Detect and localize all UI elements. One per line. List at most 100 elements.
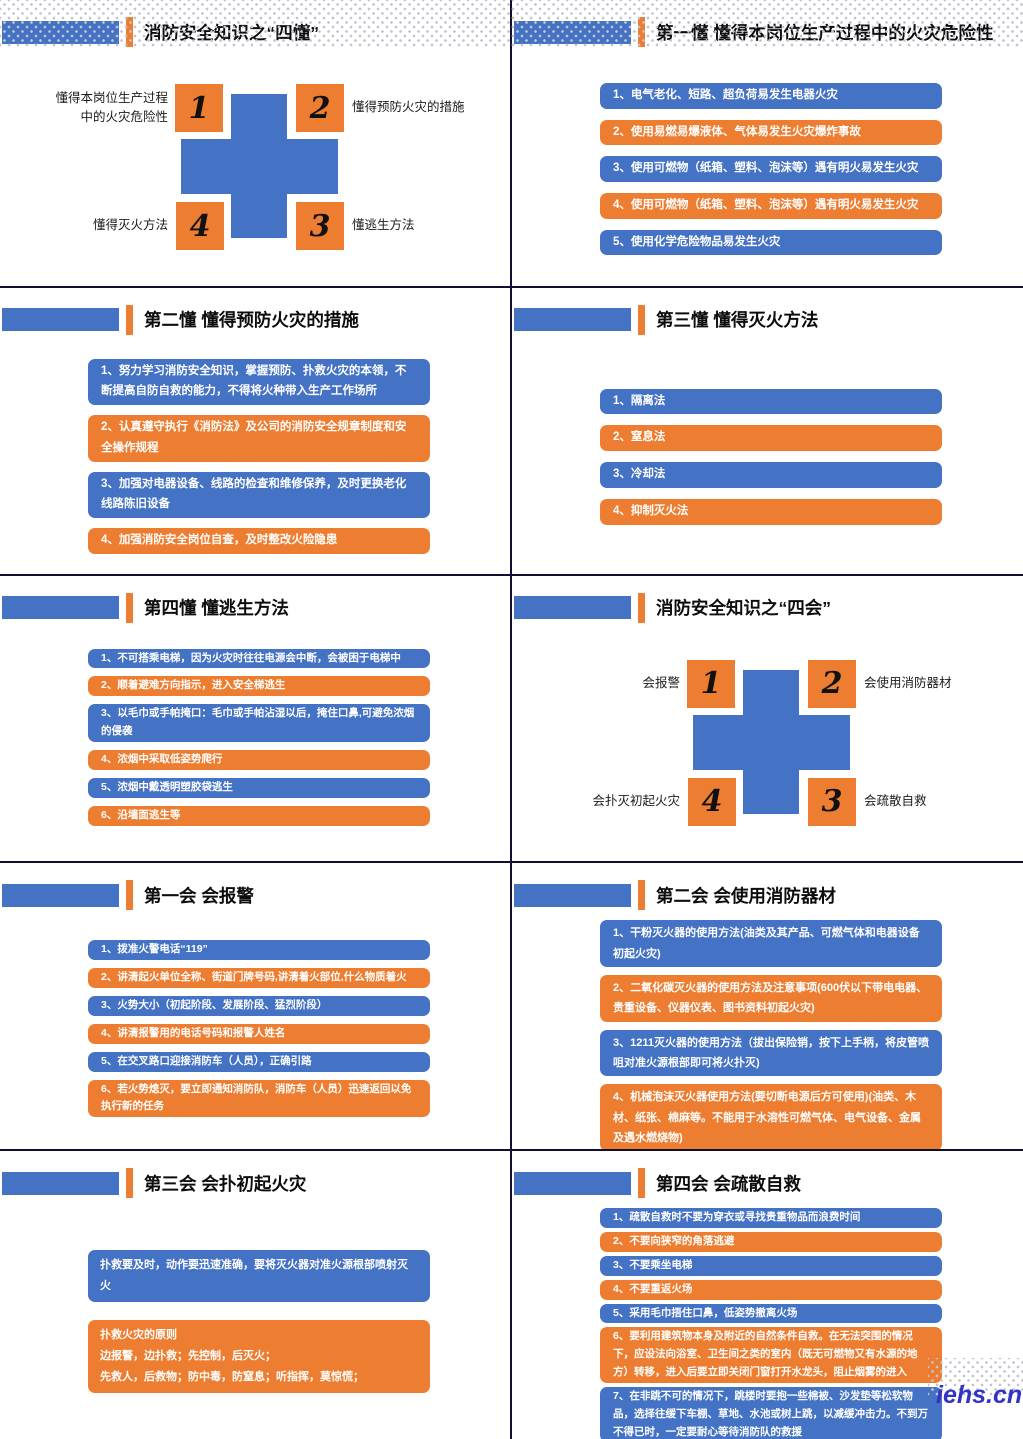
cross-label-line: 懂得灭火方法	[92, 218, 168, 233]
list-item: 2、讲清起火单位全称、街道门牌号码,讲清着火部位,什么物质着火	[88, 968, 430, 989]
cross-label-3: 会疏散自救	[864, 778, 1014, 826]
cross-label-line: 懂得本岗位生产过程	[55, 90, 168, 105]
slide-first-understanding: 第一懂 懂得本岗位生产过程中的火灾危险性 1、电气老化、短路、超负荷易发生电器火…	[512, 0, 1023, 288]
list-item: 6、要利用建筑物本身及附近的自然条件自救。在无法突围的情况 下，应设法向浴室、卫…	[600, 1327, 942, 1383]
header-orange-bar	[638, 17, 645, 47]
slide-title: 第二会 会使用消防器材	[656, 885, 836, 906]
slide-title: 第一会 会报警	[144, 885, 254, 906]
slide-first-ability: 第一会 会报警 1、拨准火警电话“119” 2、讲清起火单位全称、街道门牌号码,讲…	[0, 863, 512, 1152]
list-item: 3、以毛巾或手帕掩口：毛巾或手帕沾湿以后，掩住口鼻,可避免浓烟的侵袭	[88, 704, 430, 742]
list-item: 1、拨准火警电话“119”	[88, 940, 430, 961]
bullet-list: 1、疏散自救时不要为穿衣或寻找贵重物品而浪费时间 2、不要向狭窄的角落逃避 3、不要…	[600, 1208, 942, 1439]
slide-header: 第三会 会扑初起火灾	[0, 1168, 510, 1199]
number-square-3: 3	[808, 777, 856, 826]
list-item: 4、机械泡沫灭火器使用方法(要切断电源后方可使用)(油类、木材、纸张、棉麻等。不…	[600, 1084, 942, 1150]
slide-title: 第二懂 懂得预防火灾的措施	[144, 310, 359, 331]
header-orange-bar	[126, 17, 133, 47]
slide-fourth-ability: 第四会 会疏散自救 1、疏散自救时不要为穿衣或寻找贵重物品而浪费时间 2、不要向狭…	[512, 1151, 1023, 1439]
header-blue-block	[514, 883, 631, 907]
list-item: 1、电气老化、短路、超负荷易发生电器火灾	[600, 83, 942, 109]
list-item: 4、不要重返火场	[600, 1279, 942, 1300]
list-item: 4、使用可燃物（纸箱、塑料、泡沫等）遇有明火易发生火灾	[600, 193, 942, 219]
list-item: 7、在非跳不可的情况下，跳楼时要抱一些棉被、沙发垫等松软物品，选择往缓下车棚、草…	[600, 1386, 942, 1439]
slide-title: 第四懂 懂逃生方法	[144, 598, 289, 619]
header-blue-block	[514, 308, 631, 332]
list-item: 4、浓烟中采取低姿势爬行	[88, 749, 430, 770]
header-orange-bar	[126, 1168, 133, 1199]
header-blue-block	[514, 20, 631, 44]
list-item: 6、若火势熄灭，要立即通知消防队，消防车（人员）迅速返回以免执行新的任务	[88, 1079, 430, 1118]
list-item: 2、使用易燃易爆液体、气体易发生火灾爆炸事故	[600, 119, 942, 146]
cross-label-2: 懂得预防火灾的措施	[352, 84, 502, 132]
cross-label-4: 会扑灭初起火灾	[540, 778, 680, 826]
number-square-1: 1	[175, 84, 223, 132]
list-item: 1、努力学习消防安全知识，掌握预防、扑救火灾的本领，不断提高自防自救的能力，不得…	[88, 358, 430, 406]
number-square-4: 4	[176, 202, 224, 250]
list-item: 5、在交叉路口迎接消防车（人员），正确引路	[88, 1051, 430, 1072]
bullet-list: 扑救要及时，动作要迅速准确，要将灭火器对准火源根部喷射灭火 扑救火灾的原则 边报警，…	[88, 1250, 430, 1393]
list-item: 2、认真遵守执行《消防法》及公司的消防安全规章制度和安全操作规程	[88, 415, 430, 462]
header-blue-block	[514, 596, 631, 620]
list-item: 2、顺着避难方向指示，进入安全梯逃生	[88, 676, 430, 697]
cross-label-line: 会使用消防器材	[864, 675, 952, 690]
list-item: 3、使用可燃物（纸箱、塑料、泡沫等）遇有明火易发生火灾	[600, 156, 942, 183]
list-item: 2、不要向狭窄的角落逃避	[600, 1232, 942, 1252]
slide-header: 消防安全知识之“四懂”	[0, 17, 510, 47]
slide-header: 第一会 会报警	[0, 880, 510, 911]
bullet-list: 1、拨准火警电话“119” 2、讲清起火单位全称、街道门牌号码,讲清着火部位,什么…	[88, 940, 430, 1118]
header-blue-block	[2, 1171, 119, 1195]
list-item: 1、疏散自救时不要为穿衣或寻找贵重物品而浪费时间	[600, 1208, 942, 1229]
slide-title: 消防安全知识之“四会”	[656, 598, 831, 619]
bullet-list: 1、隔离法 2、窒息法 3、冷却法 4、抑制灭火法	[600, 388, 942, 525]
cross-label-1: 懂得本岗位生产过程 中的火灾危险性	[28, 84, 168, 132]
cross-shape-horizontal	[693, 714, 850, 770]
header-orange-bar	[638, 880, 645, 911]
slide-header: 第二懂 懂得预防火灾的措施	[0, 304, 510, 335]
cross-label-line: 懂得预防火灾的措施	[352, 100, 465, 115]
header-orange-bar	[126, 592, 133, 623]
slide-title: 第三懂 懂得灭火方法	[656, 310, 819, 331]
header-blue-block	[2, 20, 119, 44]
cross-label-line: 会扑灭初起火灾	[592, 793, 680, 808]
slide-header: 第四会 会疏散自救	[512, 1168, 1023, 1199]
list-item: 5、采用毛巾捂住口鼻，低姿势撤离火场	[600, 1303, 942, 1324]
slide-header: 第二会 会使用消防器材	[512, 880, 1023, 911]
slide-header: 第三懂 懂得灭火方法	[512, 304, 1023, 335]
header-blue-block	[2, 883, 119, 907]
slide-header: 消防安全知识之“四会”	[512, 592, 1023, 623]
slide-title: 第三会 会扑初起火灾	[144, 1173, 307, 1194]
slide-four-understandings-overview: 消防安全知识之“四懂” 1 2 4 3 懂得本岗位生产过程 中的火灾危险性 懂得…	[0, 0, 512, 288]
list-item: 6、沿墙面逃生等	[88, 805, 430, 826]
number-square-3: 3	[296, 202, 344, 250]
cross-label-3: 懂逃生方法	[352, 202, 502, 250]
header-blue-block	[2, 596, 119, 620]
slide-four-abilities-overview: 消防安全知识之“四会” 1 2 4 3 会报警 会使用消防器材 会扑灭初起火灾 …	[512, 575, 1023, 864]
list-item: 3、冷却法	[600, 462, 942, 488]
list-item: 3、加强对电器设备、线路的检查和维修保养，及时更换老化线路陈旧设备	[88, 471, 430, 518]
list-item: 5、浓烟中戴透明塑胶袋逃生	[88, 777, 430, 798]
list-item: 1、干粉灭火器的使用方法(油类及其产品、可燃气体和电器设备初起火灾)	[600, 920, 942, 968]
list-item: 4、讲清报警用的电话号码和报警人姓名	[88, 1023, 430, 1044]
header-blue-block	[514, 1171, 631, 1195]
list-item: 3、火势大小（初起阶段、发展阶段、猛烈阶段）	[88, 996, 430, 1016]
number-square-2: 2	[296, 84, 344, 132]
site-watermark: iehs.cn	[936, 1381, 1023, 1409]
bullet-list: 1、电气老化、短路、超负荷易发生电器火灾 2、使用易燃易爆液体、气体易发生火灾爆炸…	[600, 83, 942, 256]
list-item: 4、加强消防安全岗位自查，及时整改火险隐患	[88, 527, 430, 554]
header-orange-bar	[638, 304, 645, 335]
cross-label-2: 会使用消防器材	[864, 660, 1014, 708]
cross-shape-horizontal	[181, 139, 338, 194]
slide-title: 第一懂 懂得本岗位生产过程中的火灾危险性	[656, 22, 994, 43]
slide-second-understanding: 第二懂 懂得预防火灾的措施 1、努力学习消防安全知识，掌握预防、扑救火灾的本领，…	[0, 287, 512, 576]
list-item: 3、不要乘坐电梯	[600, 1255, 942, 1276]
slide-third-ability: 第三会 会扑初起火灾 扑救要及时，动作要迅速准确，要将灭火器对准火源根部喷射灭火…	[0, 1151, 512, 1439]
list-item: 5、使用化学危险物品易发生火灾	[600, 229, 942, 256]
list-item: 1、不可搭乘电梯，因为火灾时往往电源会中断，会被困于电梯中	[88, 648, 430, 669]
header-orange-bar	[638, 592, 645, 623]
slide-title: 第四会 会疏散自救	[656, 1173, 801, 1194]
list-item: 2、窒息法	[600, 425, 942, 452]
list-item: 3、1211灭火器的使用方法（拔出保险销，按下上手柄，将皮管喷咀对准火源根部即可…	[600, 1029, 942, 1077]
header-orange-bar	[638, 1168, 645, 1199]
